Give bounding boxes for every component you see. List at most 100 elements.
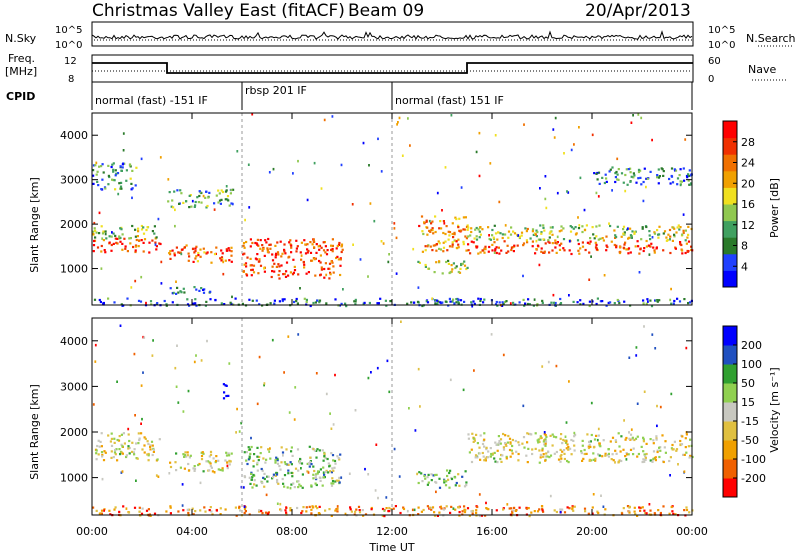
echo-cell xyxy=(526,241,529,244)
echo-cell xyxy=(301,473,304,476)
echo-cell xyxy=(537,438,540,441)
echo-cell xyxy=(358,509,361,512)
echo-cell xyxy=(615,246,618,249)
echo-cell xyxy=(628,506,631,509)
echo-cell xyxy=(266,247,269,250)
echo-cell xyxy=(256,243,259,246)
echo-cell xyxy=(259,452,262,455)
echo-cell xyxy=(169,253,172,256)
echo-cell xyxy=(336,455,339,458)
echo-cell xyxy=(596,510,599,513)
echo-cell xyxy=(539,435,542,438)
echo-cell xyxy=(598,442,601,445)
echo-cell xyxy=(567,461,570,464)
echo-cell xyxy=(305,300,308,304)
echo-cell xyxy=(282,482,285,485)
echo-cell xyxy=(187,469,191,472)
colorbar-tick-label: -200 xyxy=(741,472,766,485)
echo-cell xyxy=(151,230,154,233)
echo-cell xyxy=(499,232,502,235)
echo-cell xyxy=(509,442,512,445)
echo-cell xyxy=(630,175,633,178)
echo-cell xyxy=(225,454,229,457)
echo-cell xyxy=(605,244,608,247)
echo-cell xyxy=(642,450,645,453)
echo-cell xyxy=(420,472,423,475)
echo-cell xyxy=(203,288,206,291)
freq-label: Freq. xyxy=(8,52,35,65)
echo-cell xyxy=(213,202,216,205)
echo-cell xyxy=(644,455,647,458)
echo-cell xyxy=(95,161,98,165)
echo-cell xyxy=(447,238,450,241)
echo-cell xyxy=(192,302,195,305)
echo-cell xyxy=(669,251,672,255)
colorbar-segment xyxy=(723,326,737,346)
echo-cell xyxy=(438,511,441,514)
echo-cell xyxy=(332,265,335,268)
echo-cell xyxy=(430,508,433,511)
echo-cell xyxy=(624,189,627,193)
echo-cell xyxy=(661,434,664,437)
echo-cell xyxy=(604,173,607,176)
echo-cell xyxy=(194,249,197,253)
echo-cell xyxy=(413,508,416,512)
colorbar-segment xyxy=(723,154,737,172)
echo-cell xyxy=(493,224,496,227)
echo-cell xyxy=(337,479,340,482)
echo-cell xyxy=(107,434,110,437)
echo-cell xyxy=(105,237,108,240)
echo-cell xyxy=(308,445,311,448)
echo-cell xyxy=(194,298,197,301)
echo-cell xyxy=(482,301,485,304)
echo-cell xyxy=(410,301,413,304)
echo-cell xyxy=(307,249,310,252)
echo-cell xyxy=(551,233,554,236)
echo-cell xyxy=(499,438,503,441)
echo-cell xyxy=(92,230,95,233)
echo-cell xyxy=(526,227,529,231)
echo-cell xyxy=(108,235,111,238)
echo-cell xyxy=(95,173,98,176)
echo-cell xyxy=(156,302,159,305)
echo-cell xyxy=(636,240,639,243)
echo-cell xyxy=(187,389,190,393)
echo-cell xyxy=(183,455,186,458)
echo-cell xyxy=(271,259,275,262)
echo-cell xyxy=(424,265,427,268)
echo-cell xyxy=(464,216,467,219)
echo-cell xyxy=(645,452,648,456)
echo-cell xyxy=(272,476,275,479)
echo-cell xyxy=(306,198,309,202)
echo-cell xyxy=(198,194,201,198)
echo-cell xyxy=(329,273,332,276)
echo-cell xyxy=(539,456,542,459)
echo-cell xyxy=(196,196,199,199)
echo-cell xyxy=(369,202,372,205)
echo-cell xyxy=(330,452,333,455)
echo-cell xyxy=(611,453,614,456)
echo-cell xyxy=(534,252,537,255)
echo-cell xyxy=(100,165,103,168)
echo-cell xyxy=(584,248,587,252)
echo-cell xyxy=(226,461,229,464)
echo-cell xyxy=(612,459,615,462)
echo-cell xyxy=(274,474,277,477)
echo-cell xyxy=(418,261,421,264)
echo-cell xyxy=(243,252,246,255)
echo-cell xyxy=(133,448,136,451)
echo-cell xyxy=(131,169,134,172)
echo-cell xyxy=(669,298,672,302)
echo-cell xyxy=(239,509,242,512)
echo-cell xyxy=(278,277,281,280)
echo-cell xyxy=(238,505,241,508)
echo-cell xyxy=(581,245,585,248)
echo-cell xyxy=(440,505,442,509)
echo-cell xyxy=(590,255,592,258)
echo-cell xyxy=(274,256,277,259)
echo-cell xyxy=(165,303,168,306)
echo-cell xyxy=(491,228,494,232)
echo-cell xyxy=(442,220,445,223)
echo-cell xyxy=(607,301,610,304)
colorbar-frame xyxy=(722,325,738,498)
